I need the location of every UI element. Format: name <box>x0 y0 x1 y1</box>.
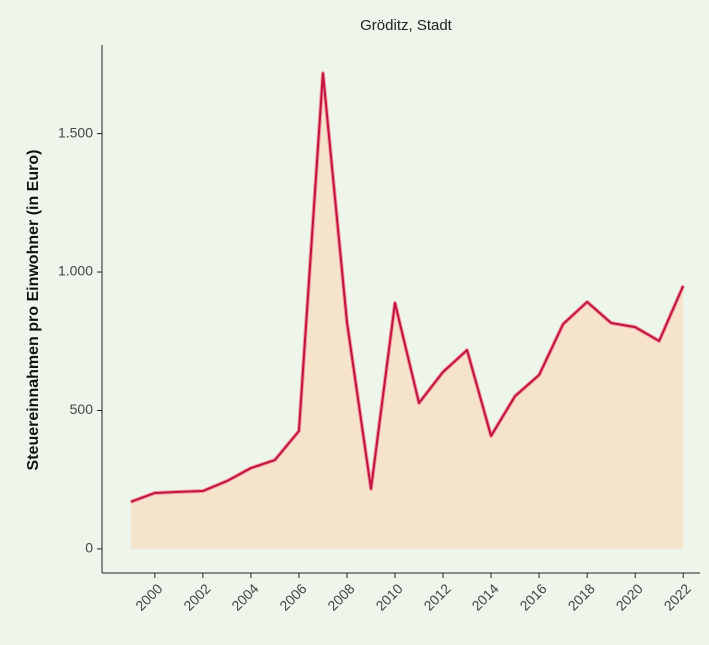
area <box>130 73 684 549</box>
y-axis-label: Steuereinnahmen pro Einwohner (in Euro) <box>25 150 42 471</box>
chart-title: Gröditz, Stadt <box>360 17 453 34</box>
y-tick-label: 1.500 <box>58 124 93 140</box>
y-tick-label: 0 <box>85 540 93 556</box>
line <box>130 72 685 503</box>
y-tick-label: 500 <box>70 401 94 417</box>
y-tick-label: 1.000 <box>58 263 93 279</box>
